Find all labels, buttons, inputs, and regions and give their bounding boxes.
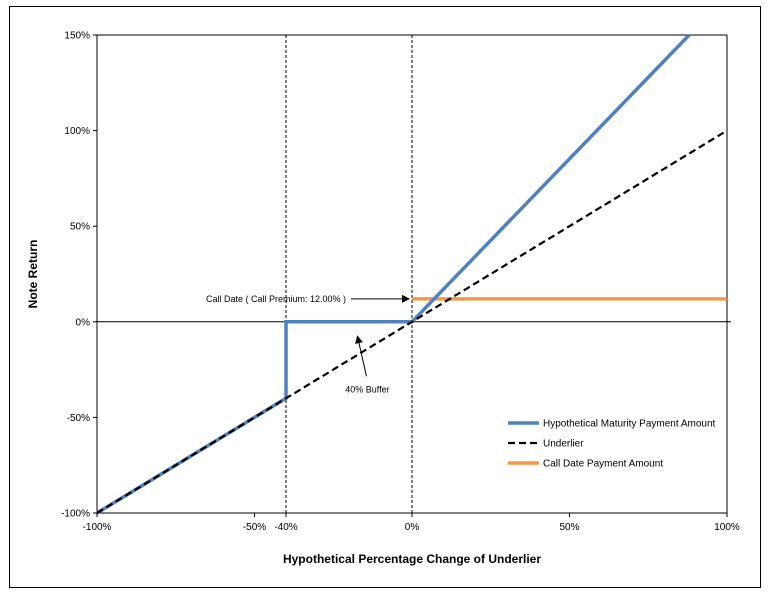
legend-label: Hypothetical Maturity Payment Amount xyxy=(543,419,716,430)
buffer-annotation: 40% Buffer xyxy=(345,384,389,394)
y-axis-title: Note Return xyxy=(26,240,40,309)
x-tick-label: 100% xyxy=(714,522,740,533)
series-line-hypothetical-maturity-payment-amount xyxy=(96,33,691,515)
buffer-arrow xyxy=(355,335,367,377)
y-tick-label: 50% xyxy=(70,222,90,233)
x-tick-label: -40% xyxy=(274,522,297,533)
y-tick-label: 100% xyxy=(64,126,90,137)
x-axis-title: Hypothetical Percentage Change of Underl… xyxy=(283,552,541,566)
y-tick-label: 0% xyxy=(76,317,91,328)
legend-label: Call Date Payment Amount xyxy=(543,459,663,470)
payoff-chart: -100% -50% -40% 0% 50% 100% -100% -50% 0% 50% 100… xyxy=(26,31,740,567)
y-tick-label: -50% xyxy=(67,413,90,424)
call-date-annotation: Call Date ( Call Premium: 12.00% ) xyxy=(206,294,346,304)
legend-label: Underlier xyxy=(543,439,584,450)
x-tick-label: 0% xyxy=(405,522,420,533)
y-tick-label: -100% xyxy=(61,509,90,520)
x-tick-label: 50% xyxy=(559,522,579,533)
x-tick-label: -100% xyxy=(83,522,112,533)
chart-frame: -100% -50% -40% 0% 50% 100% -100% -50% 0% 50% 100… xyxy=(9,6,761,588)
x-tick-label: -50% xyxy=(243,522,266,533)
y-tick-label: 150% xyxy=(64,31,90,42)
series-line-underlier xyxy=(96,129,728,514)
